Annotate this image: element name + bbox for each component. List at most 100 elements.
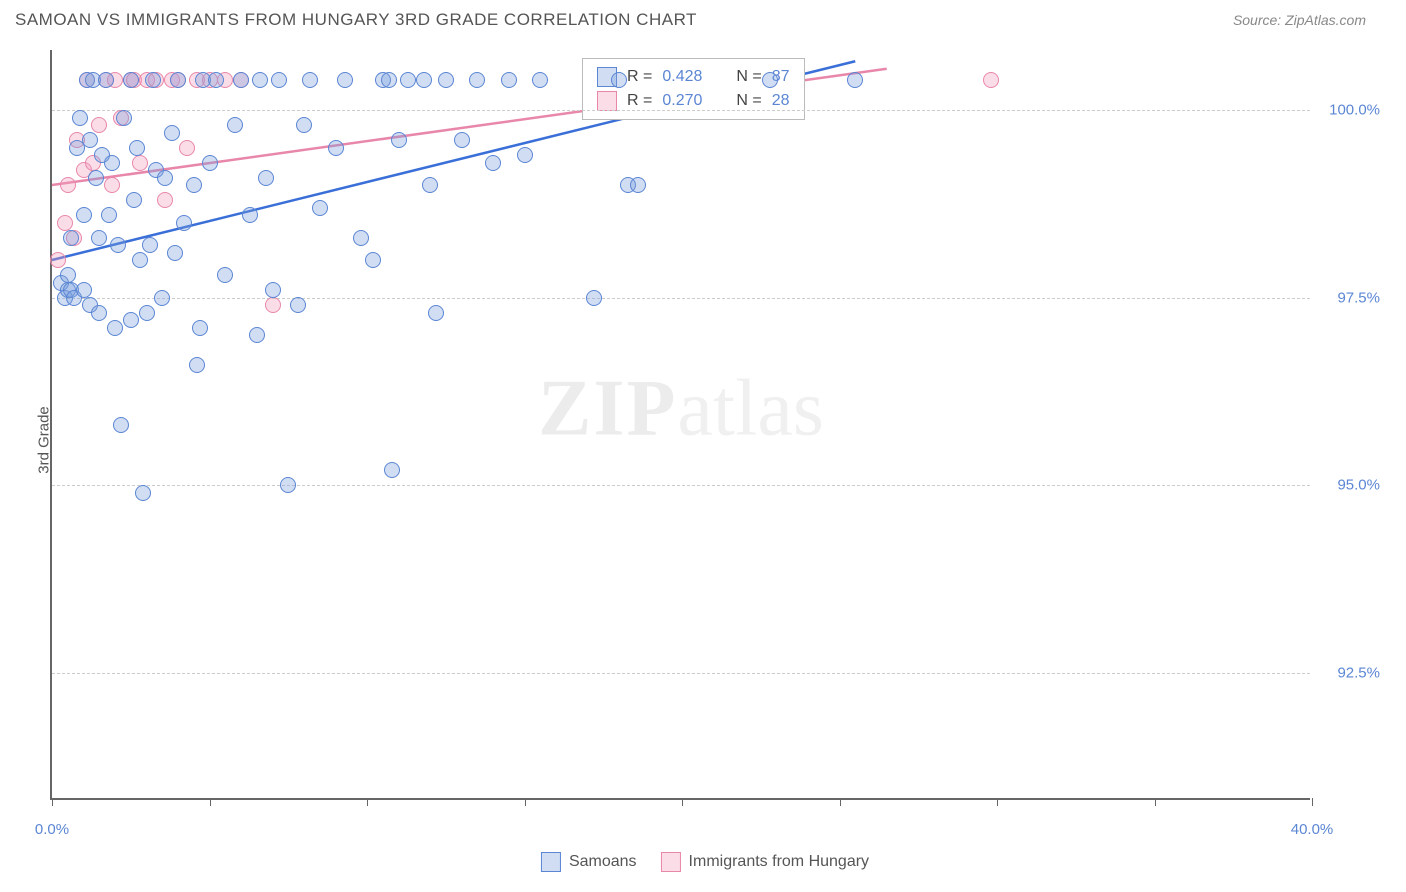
data-point — [179, 140, 195, 156]
data-point — [192, 320, 208, 336]
gridline — [52, 673, 1310, 674]
data-point — [517, 147, 533, 163]
data-point — [98, 72, 114, 88]
n-label: N = — [736, 68, 761, 86]
data-point — [132, 252, 148, 268]
data-point — [50, 252, 66, 268]
data-point — [123, 312, 139, 328]
r-label: R = — [627, 92, 652, 110]
legend-item: Samoans — [541, 852, 637, 872]
data-point — [290, 297, 306, 313]
data-point — [296, 117, 312, 133]
x-tick — [682, 798, 683, 806]
data-point — [202, 155, 218, 171]
data-point — [762, 72, 778, 88]
data-point — [328, 140, 344, 156]
data-point — [88, 170, 104, 186]
data-point — [132, 155, 148, 171]
data-point — [983, 72, 999, 88]
x-tick — [525, 798, 526, 806]
data-point — [91, 230, 107, 246]
data-point — [135, 485, 151, 501]
x-tick — [997, 798, 998, 806]
data-point — [176, 215, 192, 231]
data-point — [381, 72, 397, 88]
data-point — [416, 72, 432, 88]
data-point — [302, 72, 318, 88]
r-value: 0.428 — [662, 68, 702, 86]
data-point — [365, 252, 381, 268]
data-point — [63, 230, 79, 246]
data-point — [164, 125, 180, 141]
swatch-blue — [541, 852, 561, 872]
data-point — [469, 72, 485, 88]
data-point — [57, 215, 73, 231]
x-tick-label: 40.0% — [1291, 821, 1334, 838]
data-point — [157, 192, 173, 208]
legend-label: Immigrants from Hungary — [689, 853, 870, 871]
data-point — [91, 117, 107, 133]
x-tick — [52, 798, 53, 806]
data-point — [104, 177, 120, 193]
chart-title: SAMOAN VS IMMIGRANTS FROM HUNGARY 3RD GR… — [15, 10, 697, 30]
data-point — [242, 207, 258, 223]
data-point — [104, 155, 120, 171]
data-point — [101, 207, 117, 223]
data-point — [76, 282, 92, 298]
data-point — [208, 72, 224, 88]
data-point — [157, 170, 173, 186]
data-point — [586, 290, 602, 306]
x-tick-label: 0.0% — [35, 821, 69, 838]
data-point — [72, 110, 88, 126]
data-point — [454, 132, 470, 148]
data-point — [123, 72, 139, 88]
data-point — [438, 72, 454, 88]
data-point — [280, 477, 296, 493]
data-point — [145, 72, 161, 88]
data-point — [129, 140, 145, 156]
legend-item: Immigrants from Hungary — [661, 852, 870, 872]
data-point — [142, 237, 158, 253]
data-point — [384, 462, 400, 478]
x-tick — [840, 798, 841, 806]
data-point — [265, 297, 281, 313]
y-tick-label: 92.5% — [1337, 664, 1380, 681]
r-value: 0.270 — [662, 92, 702, 110]
swatch-pink — [661, 852, 681, 872]
data-point — [186, 177, 202, 193]
data-point — [265, 282, 281, 298]
data-point — [428, 305, 444, 321]
data-point — [217, 267, 233, 283]
n-label: N = — [736, 92, 761, 110]
data-point — [337, 72, 353, 88]
data-point — [107, 320, 123, 336]
data-point — [60, 267, 76, 283]
data-point — [170, 72, 186, 88]
data-point — [139, 305, 155, 321]
r-label: R = — [627, 68, 652, 86]
x-tick — [1155, 798, 1156, 806]
x-tick — [1312, 798, 1313, 806]
data-point — [76, 207, 92, 223]
chart-container: 3rd Grade ZIPatlas R = 0.428N = 87R = 0.… — [50, 50, 1360, 830]
y-tick-label: 100.0% — [1329, 102, 1380, 119]
y-tick-label: 95.0% — [1337, 477, 1380, 494]
data-point — [312, 200, 328, 216]
data-point — [611, 72, 627, 88]
data-point — [485, 155, 501, 171]
data-point — [249, 327, 265, 343]
bottom-legend: Samoans Immigrants from Hungary — [541, 852, 869, 872]
x-tick — [210, 798, 211, 806]
legend-label: Samoans — [569, 853, 637, 871]
data-point — [60, 177, 76, 193]
data-point — [126, 192, 142, 208]
data-point — [82, 132, 98, 148]
source-label: Source: ZipAtlas.com — [1233, 12, 1366, 28]
data-point — [532, 72, 548, 88]
data-point — [154, 290, 170, 306]
gridline — [52, 298, 1310, 299]
data-point — [630, 177, 646, 193]
data-point — [400, 72, 416, 88]
data-point — [189, 357, 205, 373]
gridline — [52, 485, 1310, 486]
